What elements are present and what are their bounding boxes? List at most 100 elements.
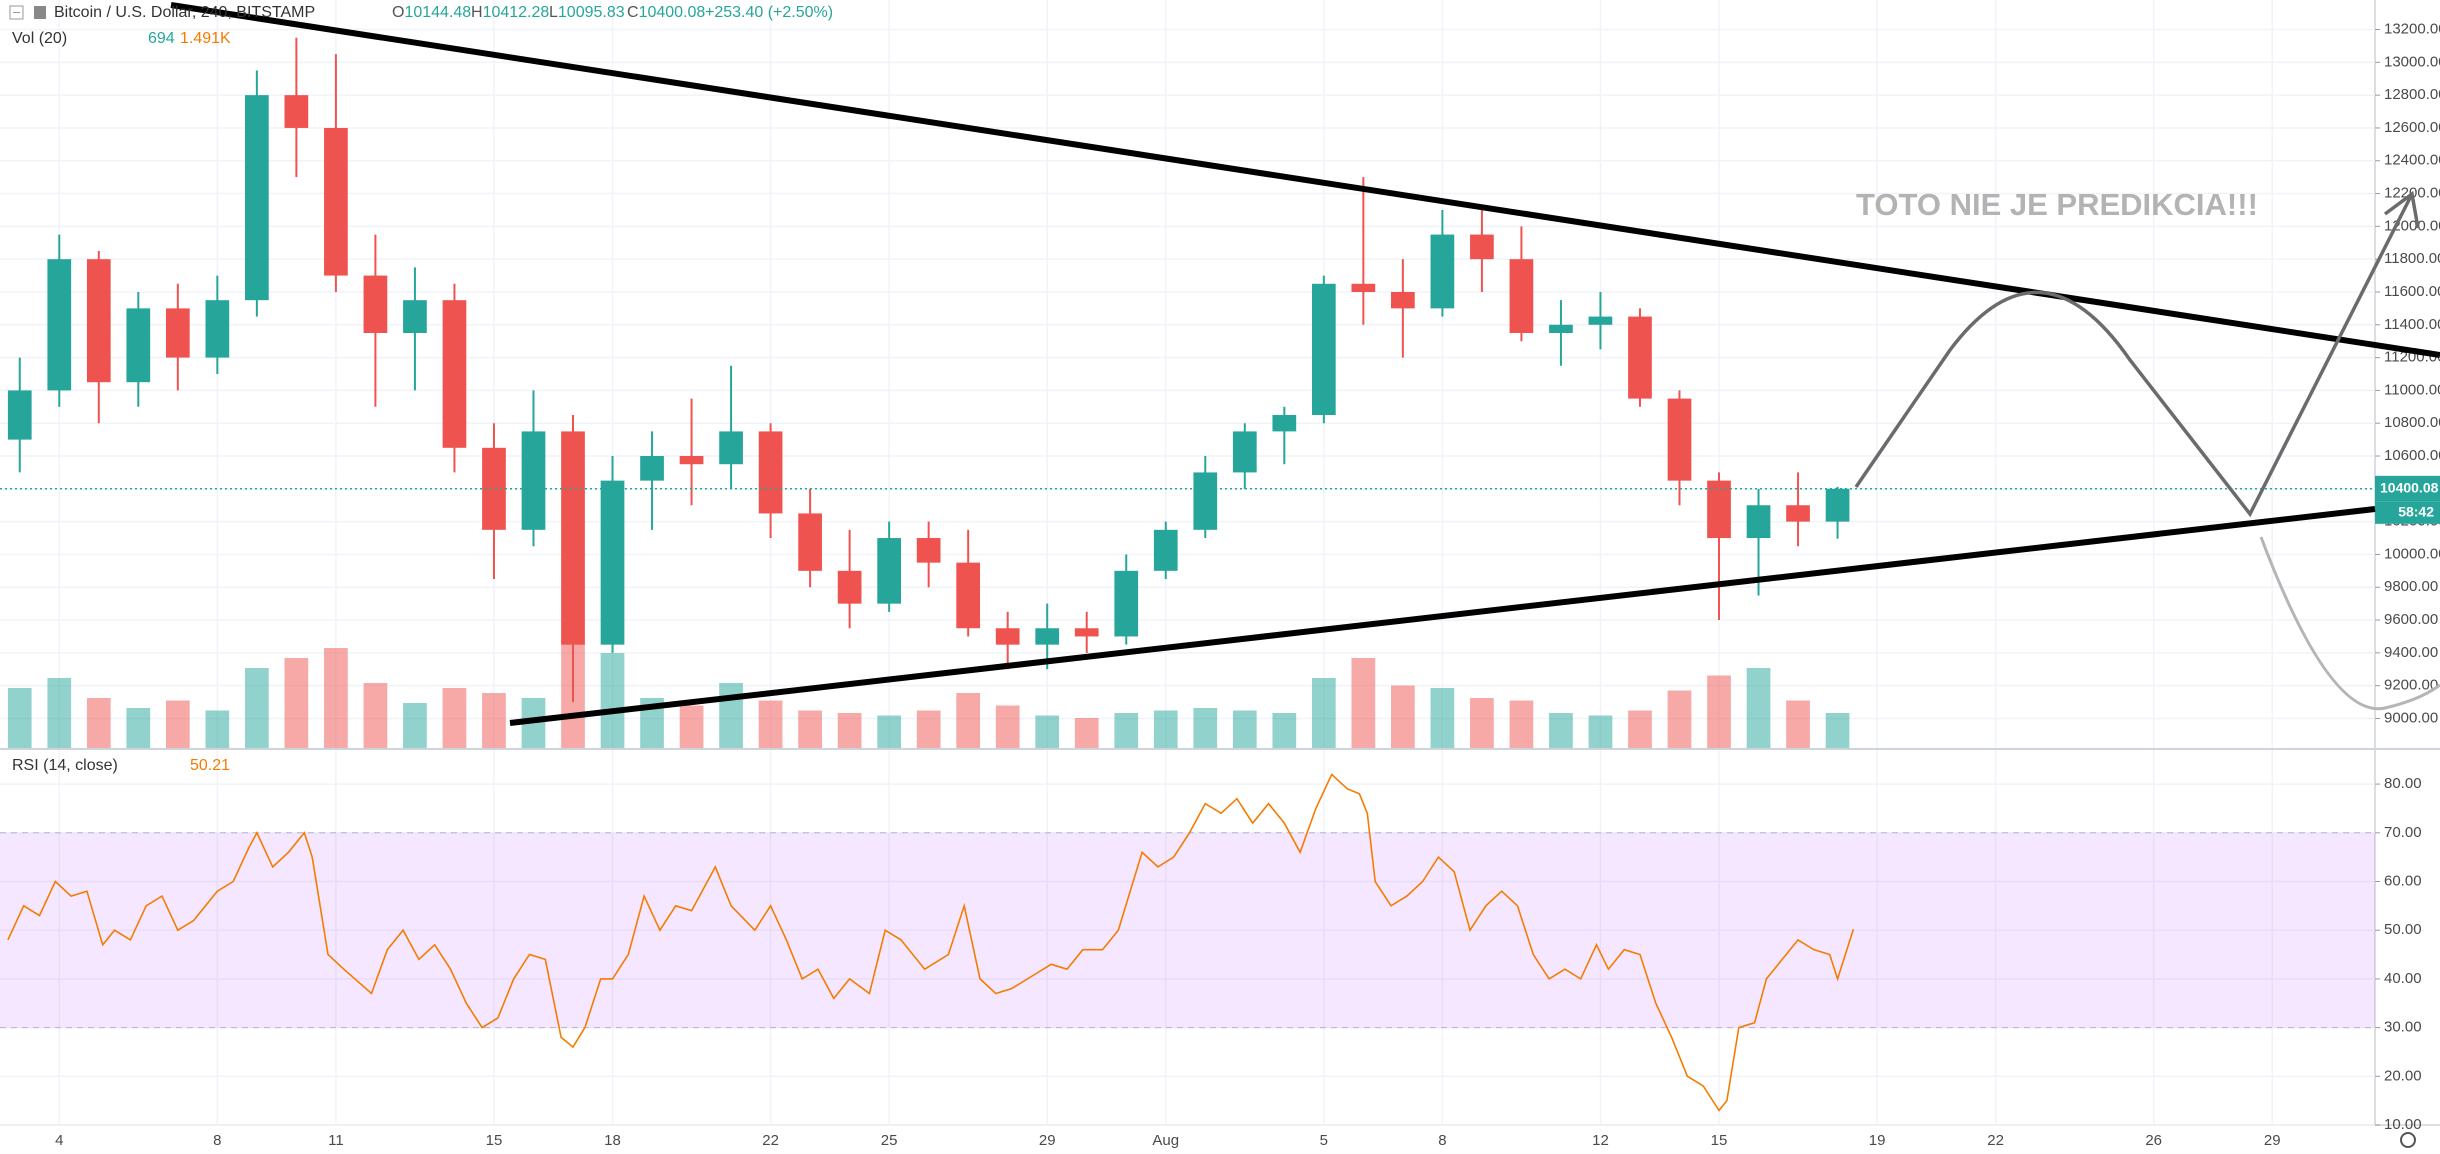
ohlc-label: O	[392, 4, 404, 21]
volume-bar	[600, 653, 625, 748]
volume-bar	[640, 698, 664, 748]
candle-body	[86, 259, 111, 383]
volume-bar	[1114, 713, 1139, 748]
volume-bar	[956, 693, 981, 748]
x-tick-label: 8	[213, 1132, 221, 1149]
y-tick-label: 12600.00	[2384, 119, 2440, 136]
symbol-icon	[34, 6, 46, 19]
x-tick-label: 15	[1711, 1132, 1728, 1149]
volume-bar	[1588, 715, 1613, 748]
volume-bar	[1035, 715, 1060, 748]
volume-bar	[1707, 675, 1731, 748]
candle-body	[1035, 628, 1060, 645]
symbol-title[interactable]: Bitcoin / U.S. Dollar, 240, BITSTAMP	[54, 4, 315, 21]
candle-body	[324, 127, 348, 276]
candle-body	[1707, 480, 1731, 539]
candle-body	[1786, 505, 1810, 522]
x-tick-label: 12	[1592, 1132, 1609, 1149]
volume-bar	[1628, 710, 1652, 748]
volume-bar	[1074, 718, 1099, 748]
candle-body	[640, 456, 664, 481]
candle-body	[916, 538, 941, 563]
volume-bar	[916, 710, 941, 748]
candle-body	[600, 480, 625, 645]
candle-body	[719, 431, 743, 465]
volume-bar	[205, 710, 230, 748]
x-tick-label: 29	[2264, 1132, 2281, 1149]
candle-body	[205, 300, 230, 358]
candle-body	[679, 456, 704, 465]
alternate-path	[2259, 536, 2440, 711]
candle-body	[47, 259, 72, 391]
candle-body	[165, 308, 190, 358]
rsi-layer	[7, 773, 1855, 1112]
grid	[0, 0, 2375, 1126]
candle-body	[1351, 283, 1376, 292]
candle-body	[995, 628, 1020, 645]
ohlc-label: H	[471, 4, 483, 21]
candle-body	[1746, 505, 1771, 539]
volume-bar	[1391, 685, 1415, 748]
y-tick-label: 9800.00	[2384, 578, 2438, 595]
candle-body	[758, 431, 783, 514]
rsi-value: 50.21	[190, 757, 230, 774]
y-tick-label: 70.00	[2384, 824, 2422, 841]
x-tick-label: 25	[881, 1132, 898, 1149]
ohlc-low: L10095.83	[549, 4, 625, 21]
x-tick-label: 22	[1987, 1132, 2004, 1149]
x-tick-label: 4	[55, 1132, 63, 1149]
candle-body	[284, 95, 309, 128]
volume-bar	[719, 683, 743, 748]
volume-bar	[86, 698, 111, 748]
rsi-band-layer	[0, 832, 2375, 1029]
projection-path	[1854, 193, 2414, 518]
candle-body	[1588, 316, 1613, 325]
candle-body	[798, 513, 822, 571]
volume-bar	[798, 710, 822, 748]
ohlc-value: 10144.48	[404, 4, 471, 21]
candle-body	[1549, 324, 1573, 333]
y-tick-label: 20.00	[2384, 1067, 2422, 1084]
candle-body	[363, 275, 388, 333]
candle-body	[561, 431, 585, 645]
volume-legend[interactable]: Vol (20)	[12, 30, 67, 47]
y-tick-label: 12800.00	[2384, 86, 2440, 103]
y-tick-label: 11000.00	[2384, 381, 2440, 398]
candle-body	[837, 570, 862, 604]
rsi-legend[interactable]: RSI (14, close)	[12, 757, 118, 774]
collapse-icon[interactable]	[9, 5, 24, 20]
candle-body	[126, 308, 151, 383]
y-tick-label: 12400.00	[2384, 152, 2440, 169]
x-tick-label: Aug	[1152, 1132, 1179, 1149]
countdown-box	[2375, 501, 2440, 524]
ohlc-close: C10400.08	[627, 4, 705, 21]
rsi-band	[0, 832, 2375, 1028]
candle-body	[521, 431, 546, 530]
candle-body	[956, 562, 981, 629]
volume-bar	[284, 658, 309, 748]
x-tick-label: 19	[1869, 1132, 1886, 1149]
volume-value: 694	[148, 30, 175, 47]
volume-bar	[995, 705, 1020, 748]
candle-body	[1628, 316, 1652, 399]
candle-body	[1667, 398, 1692, 481]
y-tick-label: 10000.00	[2384, 545, 2440, 562]
volume-bar	[758, 700, 783, 748]
settings-icon[interactable]	[2400, 1132, 2416, 1148]
volume-bar	[482, 693, 506, 748]
candle-body	[1430, 234, 1455, 309]
y-tick-label: 9600.00	[2384, 611, 2438, 628]
volume-layer	[7, 638, 1850, 748]
volume-bar	[1667, 690, 1692, 748]
y-tick-label: 40.00	[2384, 970, 2422, 987]
volume-bar	[1470, 698, 1494, 748]
volume-bar	[1351, 658, 1376, 748]
volume-bar	[126, 708, 151, 748]
candle-body	[1391, 291, 1415, 309]
rsi-line	[7, 773, 1855, 1112]
volume-ma-value: 1.491K	[180, 30, 231, 47]
candle-body	[245, 95, 269, 301]
ohlc-value: 10400.08	[639, 4, 706, 21]
